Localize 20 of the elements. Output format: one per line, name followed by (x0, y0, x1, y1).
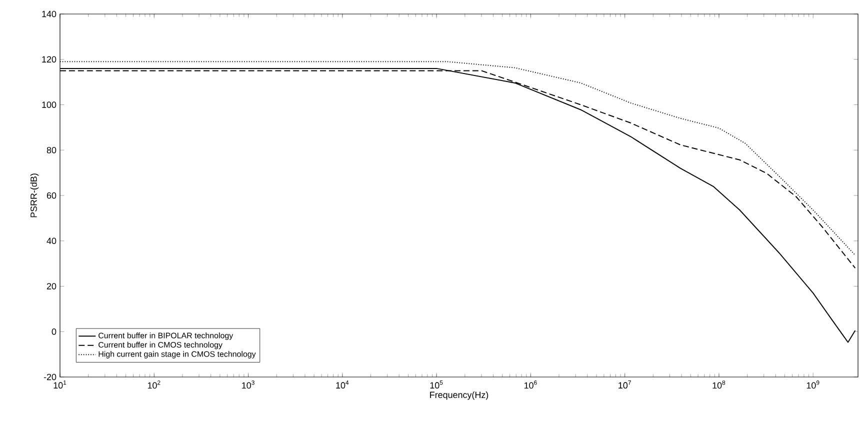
y-tick-label: 20 (46, 283, 56, 290)
x-tick-label: 10$^{9}$ (806, 380, 820, 389)
x-tick-label: 10$^{8}$ (712, 380, 726, 389)
x-tick-label: 10$^{2}$ (148, 380, 160, 389)
y-tick-label: 60 (46, 192, 56, 199)
y-axis-title: PSRR-(dB) (30, 174, 39, 218)
y-tick-label: 0 (52, 328, 56, 335)
x-tick-label: 10$^{1}$ (54, 380, 66, 389)
x-tick-label: 10$^{3}$ (242, 380, 254, 389)
x-axis-title: Frequency(Hz) (430, 391, 488, 400)
y-tick-label: 40 (46, 238, 56, 244)
y-tick-label: -20 (44, 374, 56, 380)
x-tick-label: 10$^{7}$ (618, 380, 631, 389)
x-tick-label: 10$^{5}$ (430, 380, 443, 389)
y-tick-label: 140 (42, 10, 56, 18)
x-tick-label: 10$^{4}$ (336, 380, 349, 389)
y-tick-label: 120 (42, 56, 56, 63)
x-tick-label: 10$^{6}$ (524, 380, 537, 389)
y-tick-label: 80 (46, 146, 56, 154)
y-tick-label: 100 (42, 102, 56, 108)
